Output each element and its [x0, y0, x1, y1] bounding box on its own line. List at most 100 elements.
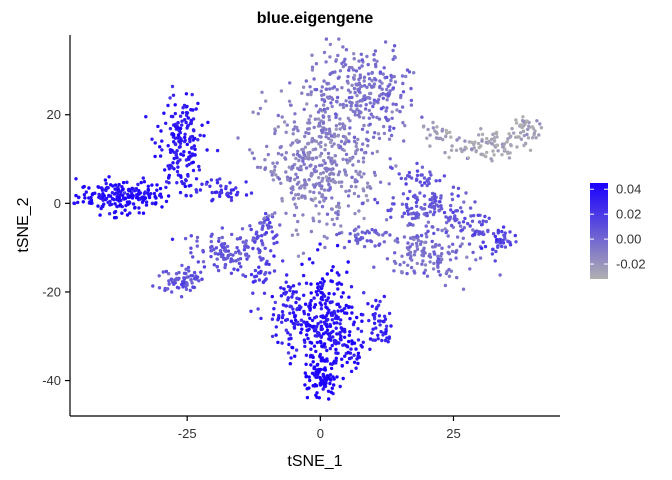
data-point [347, 96, 352, 100]
data-point [430, 239, 434, 244]
data-point [209, 254, 213, 259]
data-point [112, 216, 117, 220]
data-point [510, 126, 514, 131]
data-point [191, 168, 196, 173]
data-point [317, 142, 321, 146]
data-point [457, 221, 461, 225]
data-point [401, 121, 405, 125]
data-point [430, 191, 435, 196]
data-point [272, 241, 276, 246]
data-point [294, 228, 298, 232]
data-point [133, 205, 137, 210]
data-point [226, 194, 231, 199]
data-point [181, 111, 185, 115]
data-point [539, 126, 544, 130]
data-point [405, 68, 410, 72]
data-point [271, 178, 276, 182]
data-point [462, 148, 466, 152]
data-point [317, 367, 321, 372]
data-point [117, 182, 121, 187]
data-point [275, 240, 279, 245]
data-point [503, 147, 507, 152]
data-point [454, 250, 458, 254]
data-point [374, 326, 378, 330]
data-point [353, 178, 358, 182]
data-point [175, 285, 180, 290]
data-point [502, 233, 506, 237]
data-point [534, 136, 538, 140]
data-point [190, 108, 194, 112]
data-point [325, 236, 329, 240]
data-point [326, 156, 331, 160]
data-point [304, 281, 309, 285]
data-point [444, 128, 448, 133]
data-point [299, 323, 303, 327]
data-point [272, 307, 276, 311]
data-point [300, 262, 304, 266]
data-point [284, 151, 288, 155]
data-point [168, 163, 172, 168]
data-point [255, 230, 259, 234]
data-point [330, 196, 334, 200]
data-point [347, 333, 351, 337]
data-point [218, 190, 222, 195]
data-point [422, 194, 427, 198]
data-point [375, 201, 380, 205]
data-point [479, 152, 483, 156]
data-point [339, 139, 344, 144]
data-point [463, 216, 467, 221]
data-point [265, 223, 269, 227]
data-point [371, 327, 375, 331]
data-point [295, 182, 300, 186]
data-point [410, 242, 414, 246]
data-point [342, 335, 347, 339]
data-point [384, 218, 389, 222]
data-point [306, 141, 311, 146]
data-point [423, 263, 428, 267]
data-point [381, 124, 386, 129]
data-point [304, 131, 308, 135]
data-point [271, 313, 276, 317]
data-point [279, 294, 284, 298]
data-point [191, 285, 195, 289]
data-point [258, 106, 263, 111]
data-point [345, 311, 349, 315]
data-point [290, 345, 294, 350]
data-point [495, 238, 499, 242]
data-point [122, 191, 127, 195]
data-point [293, 177, 297, 182]
data-point [350, 101, 354, 105]
data-point [449, 135, 453, 139]
data-point [314, 370, 318, 374]
data-point [325, 374, 330, 378]
color-legend: -0.020.000.020.04 [590, 182, 646, 279]
data-point [472, 146, 476, 150]
data-point [325, 106, 330, 111]
data-point [323, 110, 327, 114]
data-point [335, 282, 339, 286]
data-point [324, 175, 329, 179]
data-point [335, 232, 339, 237]
data-point [365, 198, 370, 203]
data-point [308, 85, 312, 89]
data-point [189, 278, 193, 282]
data-point [407, 207, 411, 211]
data-point [346, 88, 351, 92]
data-point [344, 103, 349, 108]
data-point [330, 318, 334, 322]
data-point [304, 375, 308, 379]
data-point [323, 148, 327, 152]
data-point [348, 119, 352, 123]
data-point [468, 267, 472, 271]
data-point [400, 74, 405, 78]
data-point [406, 263, 410, 267]
data-point [368, 91, 372, 96]
data-point [313, 147, 318, 151]
data-point [160, 139, 164, 143]
data-point [266, 152, 270, 157]
data-point [330, 279, 334, 284]
data-point [347, 189, 351, 193]
data-point [501, 145, 505, 149]
data-point [404, 182, 408, 186]
data-point [469, 147, 474, 151]
